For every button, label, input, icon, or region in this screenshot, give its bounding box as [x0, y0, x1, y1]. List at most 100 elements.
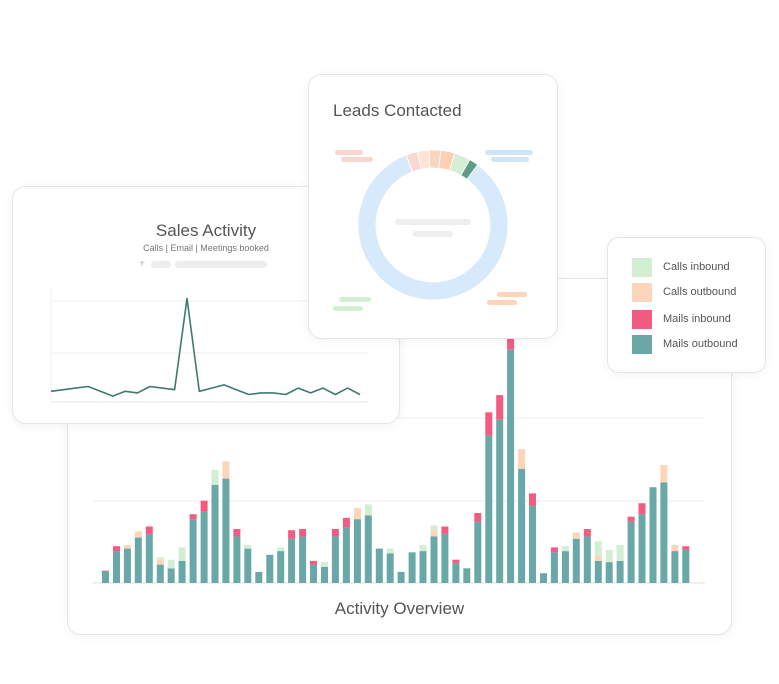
bar-group [134, 531, 142, 583]
bar-segment [682, 549, 690, 583]
bar-segment [463, 568, 471, 583]
bar-segment [605, 562, 613, 583]
bar-segment [364, 504, 372, 516]
sales-activity-subtitle: Calls | Email | Meetings booked [143, 243, 269, 253]
legend-item-calls-inbound: Calls inbound [632, 257, 730, 277]
bar-group [594, 541, 602, 583]
bar-group [189, 514, 197, 583]
bar-group [342, 517, 350, 583]
bar-group [310, 560, 317, 583]
bar-group [233, 529, 241, 583]
legend-swatch [632, 282, 652, 302]
bar-segment [113, 551, 120, 583]
bar-group [463, 568, 471, 583]
bar-group [561, 546, 569, 583]
bar-segment [310, 560, 317, 565]
bar-group [200, 500, 208, 583]
bar-segment [167, 568, 175, 583]
bar-segment [594, 556, 602, 561]
sales-activity-line [50, 297, 361, 397]
bar-segment [310, 564, 317, 583]
bar-segment [342, 517, 350, 528]
bar-group [156, 557, 164, 583]
bar-segment [288, 530, 296, 539]
bar-group [474, 513, 482, 583]
skeleton-placeholder [413, 231, 453, 237]
legend-label: Mails outbound [663, 338, 738, 350]
bar-segment [167, 559, 175, 569]
bar-segment [277, 547, 285, 552]
bar-segment [299, 536, 307, 583]
bar-segment [638, 514, 646, 583]
bar-group [671, 544, 679, 583]
bar-segment [211, 484, 219, 583]
bar-group [321, 562, 328, 583]
bar-group [529, 493, 536, 583]
donut-slice [357, 154, 509, 301]
bar-segment [550, 552, 558, 583]
bar-group [299, 529, 307, 583]
bar-segment [518, 468, 526, 583]
bar-group [375, 548, 383, 583]
bar-segment [616, 560, 624, 583]
legend-label: Mails inbound [663, 313, 731, 325]
bar-segment [299, 529, 307, 537]
bar-segment [123, 544, 131, 549]
bar-segment [113, 546, 120, 552]
bar-segment [331, 536, 339, 583]
bar-segment [145, 526, 153, 534]
bar-group [113, 546, 120, 583]
bar-segment [189, 519, 197, 583]
bar-group [331, 529, 339, 583]
bar-segment [441, 526, 449, 534]
legend-label: Calls outbound [663, 286, 737, 298]
bar-group [638, 503, 646, 583]
bar-group [485, 412, 493, 583]
legend-label: Calls inbound [663, 261, 730, 273]
bar-segment [123, 548, 131, 583]
bar-segment [222, 461, 230, 479]
bar-segment [583, 529, 591, 537]
skeleton-placeholder [485, 150, 533, 155]
bar-segment [540, 573, 547, 583]
activity-overview-chart [93, 289, 705, 584]
bar-group [441, 526, 449, 583]
bar-segment [660, 482, 668, 583]
bar-segment [255, 571, 263, 583]
bar-segment [430, 530, 438, 537]
bar-segment [496, 395, 504, 420]
bar-group [288, 530, 296, 583]
bar-group [419, 544, 427, 583]
bar-segment [386, 553, 394, 583]
sales-activity-title: Sales Activity [155, 221, 257, 240]
legend-swatch [632, 334, 652, 354]
skeleton-placeholder [491, 157, 529, 162]
bar-group [408, 552, 416, 583]
bar-segment [430, 525, 438, 531]
legend-card: Calls inbound Calls outbound Mails inbou… [607, 237, 766, 373]
bar-segment [178, 547, 186, 561]
bar-segment [277, 551, 285, 583]
bar-group [452, 559, 460, 583]
legend-swatch [632, 257, 652, 277]
bar-segment [397, 571, 405, 583]
bar-segment [474, 513, 482, 522]
bar-group [550, 547, 558, 583]
skeleton-placeholder [151, 261, 171, 268]
bar-segment [156, 564, 164, 583]
bar-segment [572, 532, 580, 539]
bar-group [244, 544, 252, 583]
bar-segment [561, 551, 569, 583]
bar-group [145, 526, 153, 583]
bar-group [572, 532, 580, 583]
bar-segment [474, 521, 482, 583]
bar-group [178, 547, 186, 583]
skeleton-placeholder [175, 261, 267, 268]
bar-segment [550, 547, 558, 553]
bar-group [540, 573, 547, 583]
bar-segment [682, 546, 690, 550]
bar-segment [496, 419, 504, 583]
bar-segment [102, 571, 109, 583]
bar-segment [441, 533, 449, 583]
legend-swatch [632, 309, 652, 329]
